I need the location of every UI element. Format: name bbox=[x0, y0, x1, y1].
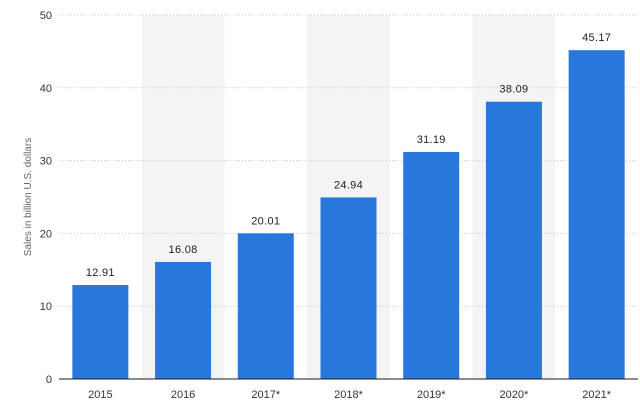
y-tick-label: 10 bbox=[40, 301, 52, 313]
x-axis-ticks: 2015 2016 2017* 2018* 2019* 2020* 2021* bbox=[88, 389, 612, 401]
bar bbox=[568, 50, 625, 379]
bars bbox=[72, 50, 625, 379]
data-label: 16.08 bbox=[169, 244, 198, 256]
bar bbox=[237, 233, 294, 379]
x-tick-label: 2016 bbox=[171, 389, 195, 401]
value-labels: 12.91 16.08 20.01 24.94 31.19 38.09 45.17 bbox=[86, 32, 611, 279]
y-tick-label: 0 bbox=[46, 374, 52, 386]
bar bbox=[403, 151, 460, 379]
y-tick-label: 50 bbox=[40, 10, 52, 22]
data-label: 31.19 bbox=[417, 134, 446, 146]
x-tick-label: 2018* bbox=[334, 389, 363, 401]
y-axis-ticks: 0 10 20 30 40 50 bbox=[40, 10, 52, 386]
bar bbox=[72, 285, 129, 379]
data-label: 12.91 bbox=[86, 267, 115, 279]
y-tick-label: 40 bbox=[40, 83, 52, 95]
data-label: 20.01 bbox=[251, 215, 280, 227]
x-tick-label: 2020* bbox=[500, 389, 529, 401]
data-label: 38.09 bbox=[499, 84, 528, 96]
bar bbox=[485, 101, 542, 379]
data-label: 45.17 bbox=[582, 32, 611, 44]
bar bbox=[320, 197, 377, 379]
bar bbox=[155, 261, 212, 379]
y-tick-label: 20 bbox=[40, 228, 52, 240]
x-tick-label: 2015 bbox=[88, 389, 112, 401]
y-tick-label: 30 bbox=[40, 156, 52, 168]
x-tick-label: 2017* bbox=[251, 389, 280, 401]
x-tick-label: 2021* bbox=[582, 389, 611, 401]
y-axis-label: Sales in billion U.S. dollars bbox=[23, 138, 34, 256]
x-tick-label: 2019* bbox=[417, 389, 446, 401]
data-label: 24.94 bbox=[334, 179, 363, 191]
